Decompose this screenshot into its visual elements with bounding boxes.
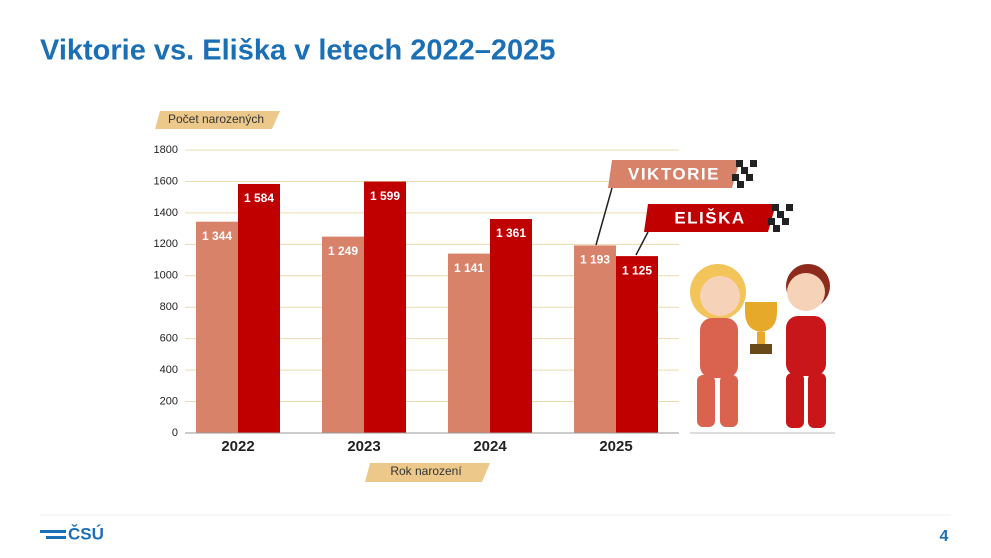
y-tick-label: 1000 [154, 270, 178, 282]
logo-text: ČSÚ [68, 524, 104, 543]
x-tick-label: 2022 [221, 438, 254, 455]
y-tick-label: 1800 [154, 144, 178, 156]
legend-label: ELIŠKA [674, 208, 745, 227]
flag-check [786, 204, 793, 211]
bar [196, 221, 238, 433]
bar [238, 183, 280, 433]
bar [616, 256, 658, 433]
flag-check [768, 218, 775, 225]
flag-pole [595, 187, 613, 246]
value-label: 1 141 [454, 261, 484, 275]
illustration [690, 264, 835, 434]
y-axis-label: Počet narozených [168, 112, 264, 126]
flag-check [782, 218, 789, 225]
flag-check [736, 160, 743, 167]
bar [364, 181, 406, 433]
y-label-badge [155, 111, 280, 129]
y-tick-label: 1200 [154, 238, 178, 250]
legend-swatch [608, 160, 740, 188]
slide-title: Viktorie vs. Eliška v letech 2022–2025 [40, 35, 555, 67]
value-label: 1 599 [370, 189, 400, 203]
flag-check [746, 174, 753, 181]
bar [490, 219, 532, 433]
y-tick-label: 1400 [154, 207, 178, 219]
flag-check [773, 225, 780, 232]
flag-check [732, 174, 739, 181]
bar [574, 245, 616, 433]
value-label: 1 249 [328, 244, 358, 258]
x-label-badge [365, 463, 490, 482]
bar [322, 236, 364, 433]
x-tick-label: 2024 [473, 438, 507, 455]
value-label: 1 584 [244, 191, 274, 205]
legend-label: VIKTORIE [628, 164, 720, 183]
value-label: 1 125 [622, 263, 652, 277]
bar [448, 253, 490, 433]
logo: ČSÚ [40, 524, 104, 543]
y-tick-label: 200 [160, 395, 178, 407]
value-label: 1 361 [496, 226, 526, 240]
y-tick-label: 1600 [154, 175, 178, 187]
x-tick-label: 2023 [347, 438, 380, 455]
flag-check [750, 160, 757, 167]
flag-check [737, 181, 744, 188]
flag-check [777, 211, 784, 218]
y-tick-label: 400 [160, 364, 178, 376]
flag-check [741, 167, 748, 174]
flag-pole [635, 231, 649, 256]
x-tick-label: 2025 [599, 438, 632, 455]
value-label: 1 344 [202, 229, 232, 243]
page-number: 4 [940, 528, 949, 545]
y-tick-label: 0 [172, 427, 178, 439]
y-tick-label: 800 [160, 301, 178, 313]
legend-swatch [644, 204, 776, 232]
value-label: 1 193 [580, 253, 610, 267]
x-axis-label: Rok narození [390, 464, 462, 478]
flag-check [772, 204, 779, 211]
y-tick-label: 600 [160, 333, 178, 345]
